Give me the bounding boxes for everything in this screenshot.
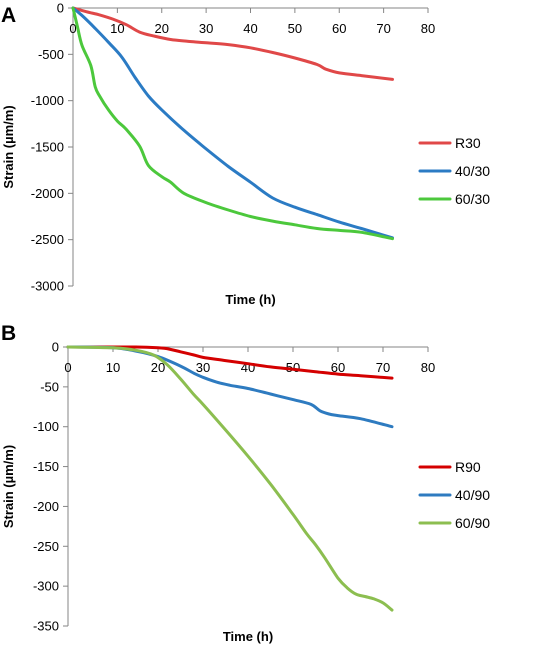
x-tick-label: 40: [243, 21, 257, 36]
series-line-40-90: [66, 345, 394, 429]
y-tick-label: -150: [33, 459, 59, 474]
x-tick-label: 30: [199, 21, 213, 36]
panel-label: A: [1, 4, 16, 27]
x-tick-label: 30: [196, 360, 210, 375]
legend-label: R90: [455, 459, 481, 475]
y-tick-label: -3000: [31, 279, 64, 294]
series-line-60-90: [66, 345, 394, 612]
y-tick-label: -1000: [31, 93, 64, 108]
y-axis-title: Strain (µm/m): [1, 445, 16, 528]
x-tick-label: 50: [288, 21, 302, 36]
x-tick-label: 80: [421, 360, 435, 375]
y-tick-label: 0: [52, 340, 59, 355]
legend-label: R30: [455, 135, 481, 151]
series-line-40-30: [71, 6, 394, 240]
y-tick-label: -500: [38, 47, 64, 62]
series-line-60-30: [71, 6, 394, 241]
y-tick-label: -100: [33, 419, 59, 434]
y-tick-label: 0: [57, 1, 64, 16]
x-tick-label: 70: [376, 360, 390, 375]
y-axis-title: Strain (µm/m): [1, 105, 16, 188]
x-tick-label: 10: [110, 21, 124, 36]
y-tick-label: -250: [33, 539, 59, 554]
series-line-r90: [66, 345, 394, 380]
series-line-r30: [71, 6, 394, 81]
y-tick-label: -1500: [31, 140, 64, 155]
x-tick-label: 60: [332, 21, 346, 36]
legend-label: 40/30: [455, 163, 490, 179]
x-tick-label: 70: [376, 21, 390, 36]
x-axis-title: Time (h): [225, 292, 275, 307]
x-tick-label: 20: [151, 360, 165, 375]
x-tick-label: 20: [155, 21, 169, 36]
x-tick-label: 0: [64, 360, 71, 375]
y-tick-label: -50: [40, 379, 59, 394]
y-tick-label: -300: [33, 579, 59, 594]
x-tick-label: 0: [69, 21, 76, 36]
x-tick-label: 10: [106, 360, 120, 375]
x-tick-label: 60: [331, 360, 345, 375]
legend-label: 40/90: [455, 487, 490, 503]
legend-label: 60/30: [455, 191, 490, 207]
panel-label: B: [1, 322, 16, 345]
x-tick-label: 80: [421, 21, 435, 36]
x-tick-label: 50: [286, 360, 300, 375]
y-tick-label: -2500: [31, 232, 64, 247]
x-axis-title: Time (h): [223, 629, 273, 644]
legend-label: 60/90: [455, 515, 490, 531]
y-tick-label: -350: [33, 619, 59, 634]
chart-panel-a: A 0 -500 -1000 -1500 -2000 -2500 -3000 0 10 20 30 40…: [1, 1, 490, 308]
y-tick-label: -200: [33, 499, 59, 514]
y-tick-label: -2000: [31, 186, 64, 201]
